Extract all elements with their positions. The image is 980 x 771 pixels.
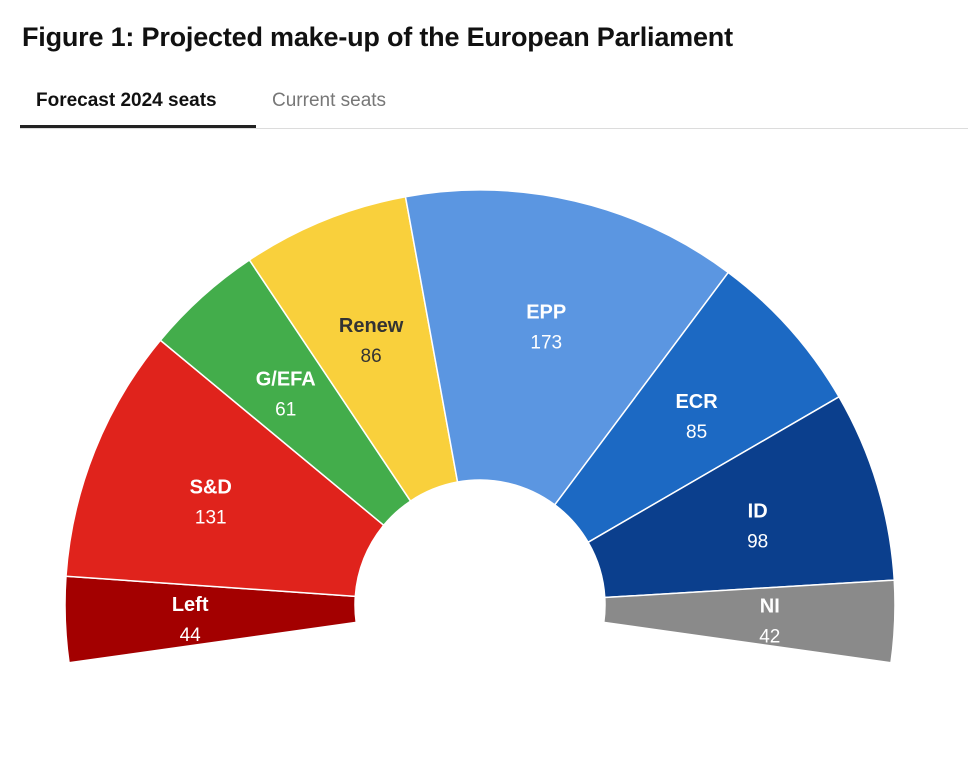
- segment-id[interactable]: [587, 395, 896, 599]
- segment-s-d[interactable]: [65, 339, 385, 598]
- chart-title: Figure 1: Projected make-up of the Europ…: [22, 22, 733, 52]
- label-value-g-efa: 61: [275, 400, 296, 421]
- label-name-g-efa: G/EFA: [256, 369, 316, 391]
- label-name-renew: Renew: [339, 315, 404, 337]
- chart-segments: [64, 189, 896, 664]
- segment-ni[interactable]: [602, 579, 896, 664]
- label-value-ecr: 85: [686, 422, 707, 443]
- label-value-ni: 42: [759, 627, 780, 648]
- label-name-left: Left: [172, 594, 209, 616]
- label-name-s-d: S&D: [190, 476, 232, 498]
- label-value-left: 44: [180, 625, 202, 646]
- label-value-renew: 86: [361, 346, 382, 367]
- label-name-id: ID: [748, 500, 768, 522]
- segment-epp[interactable]: [404, 189, 730, 506]
- tab-bar: Forecast 2024 seats Current seats: [20, 86, 968, 129]
- chart-labels: Left 44 S&D 131 G/EFA 61 Renew 86 EPP 173 ECR 85 ID 9…: [172, 302, 780, 648]
- label-name-ecr: ECR: [675, 391, 718, 413]
- label-value-epp: 173: [530, 333, 562, 354]
- tab-current-seats[interactable]: Current seats: [272, 90, 387, 111]
- label-value-id: 98: [747, 531, 768, 552]
- label-name-epp: EPP: [526, 302, 566, 324]
- label-value-s-d: 131: [195, 507, 227, 528]
- tab-forecast-2024-seats[interactable]: Forecast 2024 seats: [20, 90, 256, 128]
- label-name-ni: NI: [760, 596, 780, 618]
